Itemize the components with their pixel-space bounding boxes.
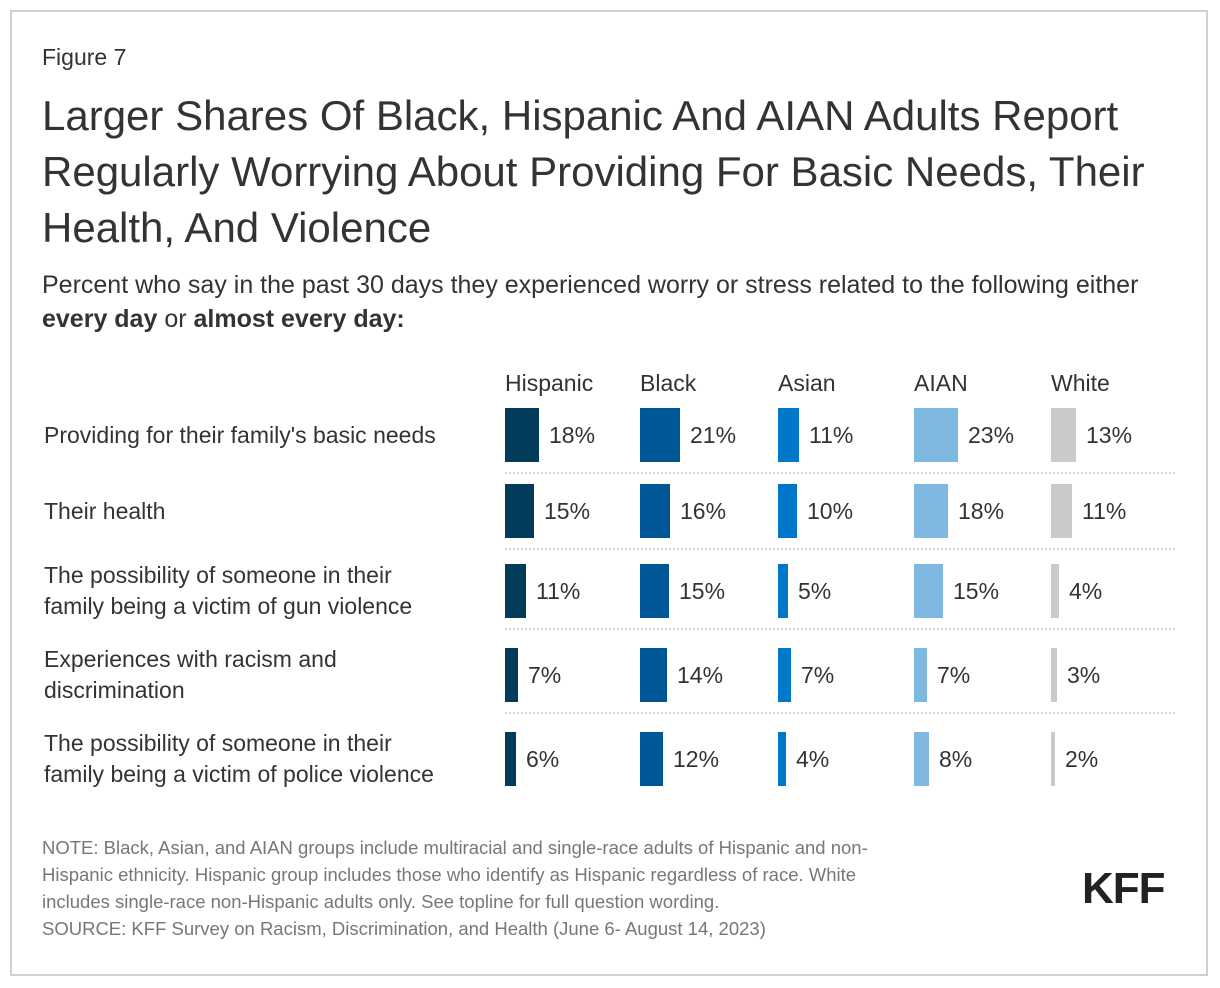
data-label: 15% bbox=[679, 578, 726, 604]
row-label: The possibility of someone in their famil… bbox=[44, 560, 412, 622]
bar-hispanic bbox=[505, 732, 516, 786]
bar-asian bbox=[778, 732, 786, 786]
data-label: 16% bbox=[680, 498, 727, 524]
notes: NOTE: Black, Asian, and AIAN groups incl… bbox=[42, 834, 1042, 942]
data-label: 15% bbox=[953, 578, 1000, 604]
subtitle-text-2: or bbox=[157, 305, 194, 333]
bar-aian bbox=[914, 648, 927, 702]
bar-asian bbox=[778, 484, 797, 538]
kff-logo: KFF bbox=[1082, 864, 1166, 913]
row-label-line: family being a victim of police violence bbox=[44, 761, 434, 787]
row-label-line: The possibility of someone in their bbox=[44, 562, 392, 588]
data-label: 13% bbox=[1086, 422, 1133, 448]
row-separator bbox=[505, 628, 1175, 630]
bar-black bbox=[640, 564, 669, 618]
bar-white bbox=[1051, 732, 1055, 786]
data-label: 11% bbox=[536, 578, 581, 604]
data-label: 3% bbox=[1067, 662, 1101, 688]
data-label: 8% bbox=[939, 746, 973, 772]
bar-asian bbox=[778, 408, 799, 462]
subtitle-text-1: Percent who say in the past 30 days they… bbox=[42, 271, 1139, 299]
note-line: includes single-race non-Hispanic adults… bbox=[42, 891, 720, 912]
column-header-white: White bbox=[1051, 370, 1110, 396]
row-label-line: family being a victim of gun violence bbox=[44, 593, 413, 619]
bar-aian bbox=[914, 564, 943, 618]
data-label: 21% bbox=[690, 422, 737, 448]
row-label-line: Their health bbox=[44, 497, 166, 524]
subtitle-bold-2: almost every day: bbox=[193, 305, 405, 333]
column-header-black: Black bbox=[640, 370, 697, 396]
bar-aian bbox=[914, 484, 948, 538]
source-line: SOURCE: KFF Survey on Racism, Discrimina… bbox=[42, 918, 766, 939]
row-label: Experiences with racism and discriminatio… bbox=[44, 644, 337, 706]
data-label: 14% bbox=[677, 662, 724, 688]
row-label: Their health bbox=[44, 496, 165, 527]
row-label-line: Experiences with racism and bbox=[44, 646, 337, 672]
bar-aian bbox=[914, 732, 929, 786]
column-header-aian: AIAN bbox=[914, 370, 968, 396]
data-label: 15% bbox=[544, 498, 591, 524]
row-label: Providing for their family's basic needs bbox=[44, 420, 436, 451]
data-label: 10% bbox=[807, 498, 854, 524]
row-label: The possibility of someone in their famil… bbox=[44, 728, 434, 790]
row-separator bbox=[505, 548, 1175, 550]
data-label: 4% bbox=[1069, 578, 1103, 604]
row-label-line: The possibility of someone in their bbox=[44, 730, 392, 756]
bar-hispanic bbox=[505, 484, 534, 538]
bar-black bbox=[640, 484, 670, 538]
data-label: 7% bbox=[528, 662, 562, 688]
bar-white bbox=[1051, 408, 1076, 462]
data-label: 2% bbox=[1065, 746, 1099, 772]
subtitle-bold-1: every day bbox=[42, 305, 158, 333]
data-label: 18% bbox=[549, 422, 596, 448]
bar-black bbox=[640, 408, 680, 462]
row-separator bbox=[505, 712, 1175, 714]
data-label: 11% bbox=[1082, 498, 1127, 524]
bar-hispanic bbox=[505, 408, 539, 462]
data-label: 18% bbox=[958, 498, 1005, 524]
bar-hispanic bbox=[505, 648, 518, 702]
data-label: 23% bbox=[968, 422, 1015, 448]
row-label-line: Providing for their family's basic needs bbox=[44, 421, 436, 448]
row-separator bbox=[505, 472, 1175, 474]
chart-subtitle: Percent who say in the past 30 days they… bbox=[42, 268, 1142, 336]
bar-hispanic bbox=[505, 564, 526, 618]
chart-title: Larger Shares Of Black, Hispanic And AIA… bbox=[42, 92, 1145, 251]
bar-asian bbox=[778, 648, 791, 702]
data-label: 6% bbox=[526, 746, 560, 772]
bar-white bbox=[1051, 484, 1072, 538]
bar-black bbox=[640, 732, 663, 786]
row-label-line: discrimination bbox=[44, 677, 185, 703]
bar-black bbox=[640, 648, 667, 702]
figure-label: Figure 7 bbox=[42, 44, 127, 70]
column-header-hispanic: Hispanic bbox=[505, 370, 594, 396]
bar-white bbox=[1051, 564, 1059, 618]
bar-asian bbox=[778, 564, 788, 618]
data-label: 7% bbox=[937, 662, 971, 688]
figure-frame bbox=[10, 10, 1208, 976]
data-label: 12% bbox=[673, 746, 720, 772]
bar-white bbox=[1051, 648, 1057, 702]
data-label: 5% bbox=[798, 578, 832, 604]
note-line: NOTE: Black, Asian, and AIAN groups incl… bbox=[42, 837, 868, 858]
bar-aian bbox=[914, 408, 958, 462]
data-label: 11% bbox=[809, 422, 854, 448]
note-line: Hispanic ethnicity. Hispanic group inclu… bbox=[42, 864, 857, 885]
data-label: 7% bbox=[801, 662, 835, 688]
column-header-asian: Asian bbox=[778, 370, 836, 396]
data-label: 4% bbox=[796, 746, 830, 772]
